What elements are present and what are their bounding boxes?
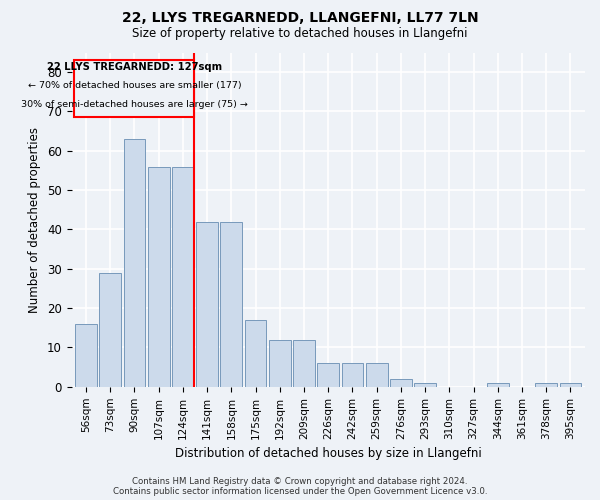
Bar [245, 320, 266, 387]
Bar [293, 340, 315, 387]
Bar [75, 324, 97, 387]
Text: ← 70% of detached houses are smaller (177): ← 70% of detached houses are smaller (17… [28, 81, 241, 90]
Bar [196, 222, 218, 387]
Bar [74, 60, 194, 118]
Bar [124, 139, 145, 387]
Bar [487, 383, 509, 387]
Text: 22, LLYS TREGARNEDD, LLANGEFNI, LL77 7LN: 22, LLYS TREGARNEDD, LLANGEFNI, LL77 7LN [122, 12, 478, 26]
Bar [172, 166, 194, 387]
Bar [341, 363, 364, 387]
Bar [366, 363, 388, 387]
X-axis label: Distribution of detached houses by size in Llangefni: Distribution of detached houses by size … [175, 447, 482, 460]
Bar [100, 273, 121, 387]
Text: 22 LLYS TREGARNEDD: 127sqm: 22 LLYS TREGARNEDD: 127sqm [47, 62, 222, 72]
Bar [390, 379, 412, 387]
Text: Size of property relative to detached houses in Llangefni: Size of property relative to detached ho… [132, 26, 468, 40]
Bar [560, 383, 581, 387]
Bar [269, 340, 291, 387]
Bar [220, 222, 242, 387]
Y-axis label: Number of detached properties: Number of detached properties [28, 126, 41, 312]
Text: 30% of semi-detached houses are larger (75) →: 30% of semi-detached houses are larger (… [21, 100, 248, 109]
Text: Contains HM Land Registry data © Crown copyright and database right 2024.
Contai: Contains HM Land Registry data © Crown c… [113, 476, 487, 496]
Bar [317, 363, 339, 387]
Bar [535, 383, 557, 387]
Bar [414, 383, 436, 387]
Bar [148, 166, 170, 387]
